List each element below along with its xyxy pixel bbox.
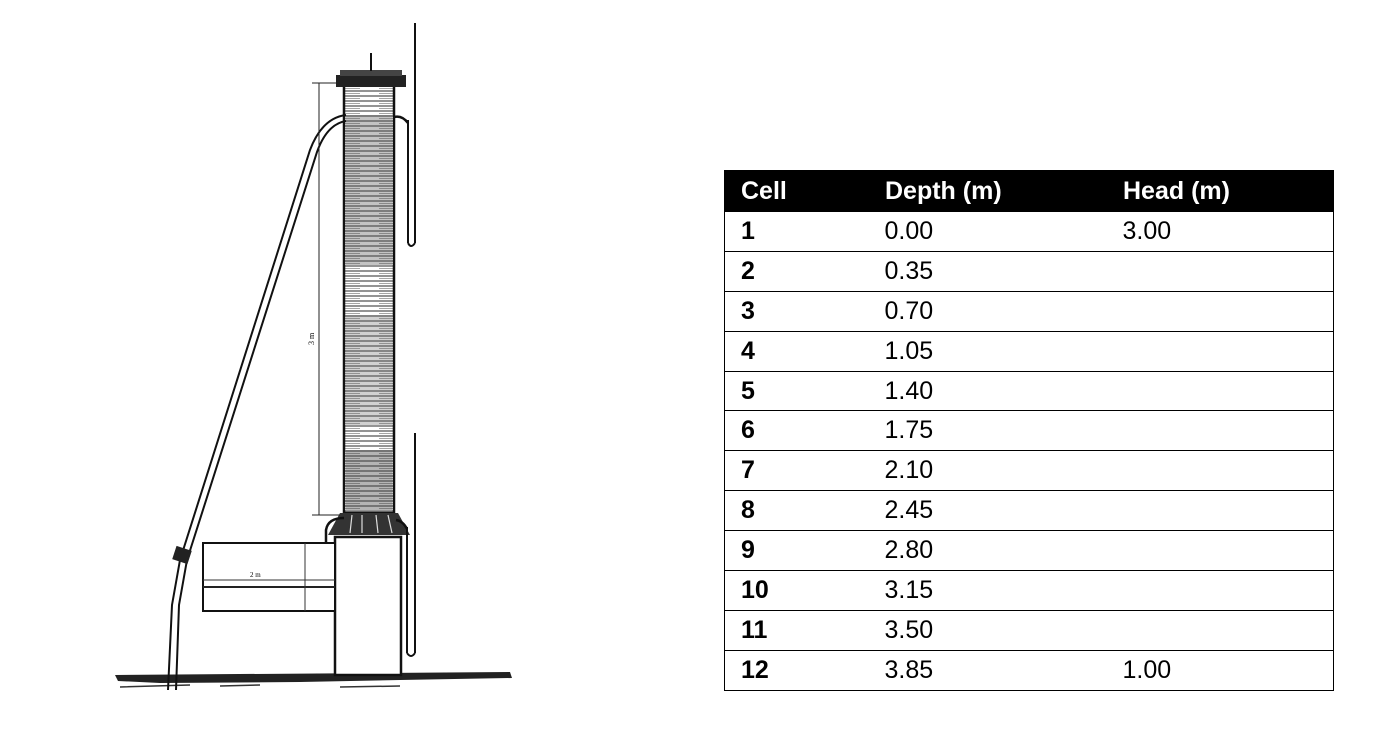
head-value — [1106, 530, 1334, 572]
depth-value: 1.05 — [868, 330, 1107, 372]
head-value — [1106, 290, 1334, 332]
depth-value: 3.50 — [868, 609, 1107, 651]
depth-value: 0.00 — [868, 211, 1107, 252]
table-row: 10 3.15 — [724, 570, 1334, 611]
table-row: 7 2.10 — [724, 450, 1334, 492]
head-value: 3.00 — [1106, 211, 1334, 252]
table-row: 2 0.35 — [724, 250, 1334, 292]
ground — [115, 672, 512, 688]
table-row: 9 2.80 — [724, 530, 1334, 572]
head-value — [1106, 450, 1334, 492]
cell-number: 9 — [724, 530, 869, 572]
head-value — [1106, 410, 1334, 452]
header-cell: Cell — [724, 170, 869, 212]
cell-number: 4 — [724, 330, 869, 372]
cell-number: 11 — [724, 609, 869, 651]
table-row: 11 3.50 — [724, 609, 1334, 651]
head-value: 1.00 — [1106, 649, 1334, 691]
cell-number: 1 — [724, 211, 869, 252]
head-value — [1106, 250, 1334, 292]
depth-value: 2.80 — [868, 530, 1107, 572]
depth-value: 1.40 — [868, 370, 1107, 412]
cell-number: 2 — [724, 250, 869, 292]
depth-value: 3.85 — [868, 649, 1107, 691]
depth-value: 3.15 — [868, 570, 1107, 611]
table-header-row: Cell Depth (m) Head (m) — [724, 170, 1334, 212]
cell-number: 8 — [724, 490, 869, 532]
basin-dimension-label: 2 m — [250, 571, 261, 579]
table-row: 3 0.70 — [724, 290, 1334, 332]
lower-manometer — [395, 433, 416, 657]
basin: 2 m — [202, 542, 336, 612]
cell-depth-head-table: Cell Depth (m) Head (m) 1 0.00 3.00 2 0.… — [724, 170, 1334, 691]
height-dimension: 3 m — [307, 82, 344, 516]
cell-number: 6 — [724, 410, 869, 452]
header-head: Head (m) — [1106, 170, 1334, 212]
head-value — [1106, 570, 1334, 611]
depth-value: 1.75 — [868, 410, 1107, 452]
head-value — [1106, 330, 1334, 372]
head-value — [1106, 490, 1334, 532]
head-value — [1106, 370, 1334, 412]
column-base — [328, 513, 410, 535]
depth-value: 2.10 — [868, 450, 1107, 492]
cell-number: 5 — [724, 370, 869, 412]
cell-number: 7 — [724, 450, 869, 492]
pedestal — [333, 535, 403, 677]
cell-number: 3 — [724, 290, 869, 332]
table-row: 1 0.00 3.00 — [724, 211, 1334, 252]
upper-manometer — [393, 23, 416, 247]
table-row: 8 2.45 — [724, 490, 1334, 532]
head-value — [1106, 609, 1334, 651]
table-row: 5 1.40 — [724, 370, 1334, 412]
table-row: 12 3.85 1.00 — [724, 649, 1334, 691]
height-dimension-label: 3 m — [307, 332, 316, 345]
depth-value: 0.35 — [868, 250, 1107, 292]
table-row: 6 1.75 — [724, 410, 1334, 452]
table-row: 4 1.05 — [724, 330, 1334, 372]
sand-column — [342, 83, 396, 515]
cell-number: 12 — [724, 649, 869, 691]
outlet-tap — [324, 516, 345, 547]
header-depth: Depth (m) — [868, 170, 1107, 212]
depth-value: 0.70 — [868, 290, 1107, 332]
sand-column-apparatus-drawing: 2 m 3 m — [115, 23, 512, 691]
cell-number: 10 — [724, 570, 869, 611]
depth-value: 2.45 — [868, 490, 1107, 532]
column-cap — [336, 53, 406, 87]
